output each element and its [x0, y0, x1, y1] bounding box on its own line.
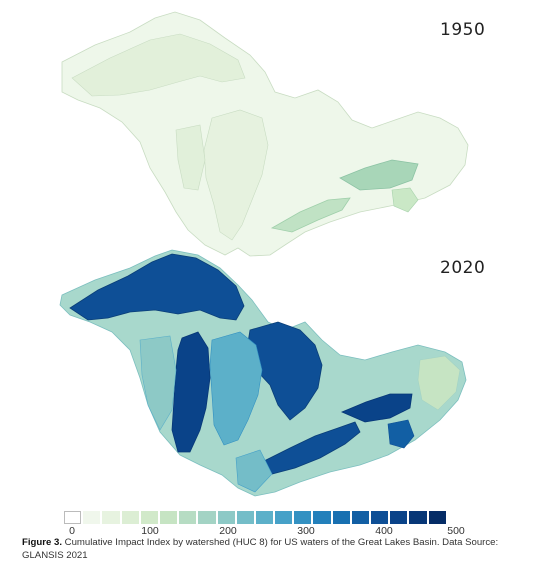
legend-swatch: [198, 511, 215, 524]
legend-swatch: [409, 511, 426, 524]
legend-swatch: [141, 511, 158, 524]
caption-label: Figure 3.: [22, 537, 62, 548]
legend-swatches: [64, 511, 464, 524]
legend-swatch: [102, 511, 119, 524]
legend-swatch: [256, 511, 273, 524]
legend-tick-300: 300: [297, 525, 315, 537]
legend-tick-500: 500: [447, 525, 465, 537]
map-1950: [62, 12, 468, 256]
color-legend: 0 100 200 300 400 500: [64, 511, 464, 539]
legend-swatch: [352, 511, 369, 524]
legend-swatch: [294, 511, 311, 524]
legend-swatch: [429, 511, 446, 524]
legend-swatch: [313, 511, 330, 524]
legend-tick-400: 400: [375, 525, 393, 537]
year-label-1950: 1950: [440, 20, 485, 40]
legend-swatch: [390, 511, 407, 524]
legend-swatch: [371, 511, 388, 524]
legend-swatch: [237, 511, 254, 524]
legend-tick-0: 0: [69, 525, 75, 537]
legend-swatch: [160, 511, 177, 524]
legend-swatch: [218, 511, 235, 524]
legend-tick-200: 200: [219, 525, 237, 537]
legend-swatch: [333, 511, 350, 524]
caption-text: Cumulative Impact Index by watershed (HU…: [22, 537, 498, 561]
legend-swatch: [64, 511, 81, 524]
map-2020: [60, 250, 466, 496]
legend-tick-100: 100: [141, 525, 159, 537]
figure-caption: Figure 3. Cumulative Impact Index by wat…: [22, 537, 527, 562]
legend-swatch: [83, 511, 100, 524]
legend-swatch: [122, 511, 139, 524]
legend-swatch: [179, 511, 196, 524]
year-label-2020: 2020: [440, 258, 485, 278]
legend-swatch: [275, 511, 292, 524]
